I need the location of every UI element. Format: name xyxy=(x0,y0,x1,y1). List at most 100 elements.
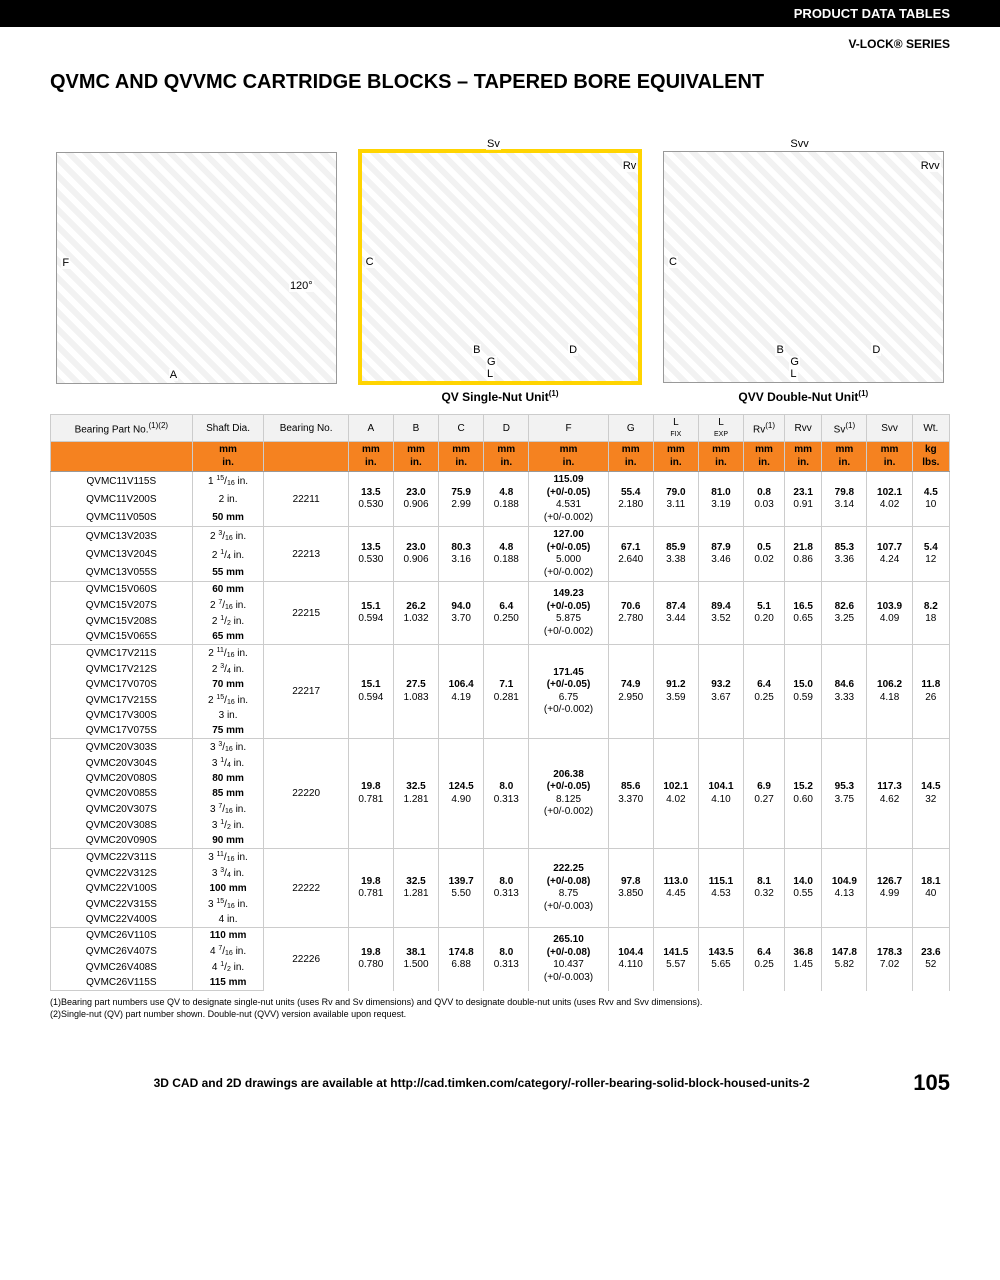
dim-B-qv: B xyxy=(472,344,481,356)
cell-F: 265.10(+0/-0.08)10.437(+0/-0.003) xyxy=(529,928,608,991)
unit-Lfix: mmin. xyxy=(653,442,698,472)
cell-partno: QVMC13V055S xyxy=(51,564,193,582)
dim-G-qvv: G xyxy=(789,356,800,368)
cell-shaft: 55 mm xyxy=(192,564,264,582)
col-Svv: Svv xyxy=(867,415,912,442)
diagram-front-caption xyxy=(195,390,198,404)
cell-Sv: 85.33.36 xyxy=(822,527,867,582)
cell-B: 23.00.906 xyxy=(393,527,438,582)
cell-partno: QVMC22V312S xyxy=(51,865,193,881)
cell-shaft: 2 15/16 in. xyxy=(192,692,264,708)
footnote-2: (2)Single-nut (QV) part number shown. Do… xyxy=(50,1009,950,1021)
cell-shaft: 50 mm xyxy=(192,508,264,526)
product-data-tables-label: PRODUCT DATA TABLES xyxy=(794,6,950,21)
cell-Wt: 11.826 xyxy=(912,645,949,739)
cell-Rv: 0.80.03 xyxy=(744,472,785,527)
cell-Lexp: 87.93.46 xyxy=(698,527,743,582)
header-black-bar: PRODUCT DATA TABLES xyxy=(0,0,1000,27)
dim-L-qvv: L xyxy=(789,368,797,380)
cell-bearing: 22217 xyxy=(264,645,348,739)
cell-partno: QVMC17V215S xyxy=(51,692,193,708)
cell-partno: QVMC26V407S xyxy=(51,943,193,959)
cell-partno: QVMC13V204S xyxy=(51,545,193,563)
cell-D: 8.00.313 xyxy=(484,849,529,928)
cell-shaft: 4 1/2 in. xyxy=(192,959,264,975)
cell-Rvv: 15.00.59 xyxy=(785,645,822,739)
dim-F: F xyxy=(61,257,70,269)
cell-B: 32.51.281 xyxy=(393,739,438,849)
cell-shaft: 80 mm xyxy=(192,771,264,786)
cell-F: 222.25(+0/-0.08)8.75(+0/-0.003) xyxy=(529,849,608,928)
cell-G: 74.92.950 xyxy=(608,645,653,739)
cell-bearing: 22215 xyxy=(264,582,348,645)
cell-D: 7.10.281 xyxy=(484,645,529,739)
cell-shaft: 2 11/16 in. xyxy=(192,645,264,662)
cell-Rv: 8.10.32 xyxy=(744,849,785,928)
cell-bearing: 22211 xyxy=(264,472,348,527)
cell-partno: QVMC22V100S xyxy=(51,881,193,896)
dim-A: A xyxy=(169,369,178,381)
cell-A: 19.80.781 xyxy=(348,849,393,928)
cell-Rvv: 16.50.65 xyxy=(785,582,822,645)
cell-partno: QVMC15V208S xyxy=(51,613,193,629)
cell-shaft: 3 in. xyxy=(192,708,264,723)
unit-F: mmin. xyxy=(529,442,608,472)
unit-Wt: kglbs. xyxy=(912,442,949,472)
cell-G: 67.12.640 xyxy=(608,527,653,582)
cell-Lexp: 115.14.53 xyxy=(698,849,743,928)
cell-Lfix: 91.23.59 xyxy=(653,645,698,739)
cell-Wt: 14.532 xyxy=(912,739,949,849)
col-Rvv: Rvv xyxy=(785,415,822,442)
table-row: QVMC15V060S60 mm2221515.10.59426.21.0329… xyxy=(51,582,950,598)
cell-F: 115.09(+0/-0.05)4.531(+0/-0.002) xyxy=(529,472,608,527)
cell-A: 13.50.530 xyxy=(348,527,393,582)
unit-Rvv: mmin. xyxy=(785,442,822,472)
cell-D: 6.40.250 xyxy=(484,582,529,645)
cell-Svv: 102.14.02 xyxy=(867,472,912,527)
cell-C: 94.03.70 xyxy=(439,582,484,645)
cell-Lfix: 141.55.57 xyxy=(653,928,698,991)
table-row: QVMC11V115S1 15/16 in.2221113.50.53023.0… xyxy=(51,472,950,491)
cell-shaft: 2 in. xyxy=(192,491,264,509)
cell-partno: QVMC11V200S xyxy=(51,491,193,509)
cell-shaft: 115 mm xyxy=(192,975,264,991)
cell-shaft: 4 in. xyxy=(192,912,264,928)
cell-Rvv: 23.10.91 xyxy=(785,472,822,527)
cell-shaft: 2 1/2 in. xyxy=(192,613,264,629)
diagram-qv-placeholder: Sv Rv C B D G L xyxy=(360,151,641,383)
cell-bearing: 22220 xyxy=(264,739,348,849)
diagram-qvv-caption: QVV Double-Nut Unit(1) xyxy=(738,389,868,404)
cell-partno: QVMC22V400S xyxy=(51,912,193,928)
dim-D-qvv: D xyxy=(871,344,881,356)
unit-C: mmin. xyxy=(439,442,484,472)
col-Lfix: LFIX xyxy=(653,415,698,442)
diagram-qvv-placeholder: Svv Rvv C B D G L xyxy=(663,151,944,383)
cell-Svv: 178.37.02 xyxy=(867,928,912,991)
cell-B: 26.21.032 xyxy=(393,582,438,645)
unit-blank1 xyxy=(51,442,193,472)
diagram-front-view: F A 120° xyxy=(50,124,343,404)
cell-Svv: 106.24.18 xyxy=(867,645,912,739)
cell-Lexp: 93.23.67 xyxy=(698,645,743,739)
series-label: V-LOCK® SERIES xyxy=(0,27,1000,51)
cell-partno: QVMC11V050S xyxy=(51,508,193,526)
cell-Lfix: 102.14.02 xyxy=(653,739,698,849)
cell-Sv: 82.63.25 xyxy=(822,582,867,645)
cell-shaft: 3 11/16 in. xyxy=(192,849,264,866)
cell-partno: QVMC11V115S xyxy=(51,472,193,491)
cell-Lexp: 89.43.52 xyxy=(698,582,743,645)
dim-Svv: Svv xyxy=(789,138,809,150)
cell-shaft: 75 mm xyxy=(192,723,264,739)
cell-partno: QVMC17V212S xyxy=(51,661,193,677)
unit-D: mmin. xyxy=(484,442,529,472)
cell-Rv: 6.40.25 xyxy=(744,645,785,739)
cell-partno: QVMC17V300S xyxy=(51,708,193,723)
cell-A: 13.50.530 xyxy=(348,472,393,527)
cell-shaft: 3 1/2 in. xyxy=(192,817,264,833)
table-row: QVMC20V303S3 3/16 in.2222019.80.78132.51… xyxy=(51,739,950,756)
table-row: QVMC22V311S3 11/16 in.2222219.80.78132.5… xyxy=(51,849,950,866)
cell-Wt: 8.218 xyxy=(912,582,949,645)
footnote-1: (1)Bearing part numbers use QV to design… xyxy=(50,997,950,1009)
page-title: QVMC AND QVVMC CARTRIDGE BLOCKS – TAPERE… xyxy=(50,71,950,94)
cell-D: 8.00.313 xyxy=(484,928,529,991)
